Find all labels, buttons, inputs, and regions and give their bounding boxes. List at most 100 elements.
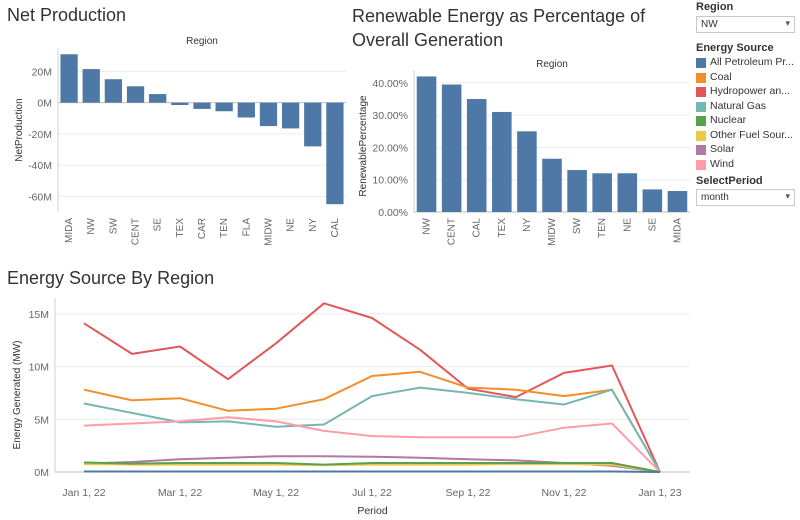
series-line [83,461,661,473]
legend-label: Other Fuel Sour... [710,128,793,141]
chevron-down-icon[interactable]: ▾ [785,18,790,28]
x-tick-label: Jan 1, 22 [62,487,105,499]
legend-label: All Petroleum Pr... [710,56,795,68]
chevron-down-icon[interactable]: ▾ [785,191,790,201]
legend-swatch [696,72,706,83]
period-filter-value: month [701,192,729,203]
bar [193,102,211,109]
bar [416,76,437,212]
x-tick-label: Nov 1, 22 [542,487,587,499]
legend-label: Coal [710,70,732,83]
x-tick-label: MIDA [64,218,75,243]
bar [617,173,638,212]
series-line [83,370,661,473]
x-tick-label: SE [153,218,164,232]
bar [237,102,255,118]
x-tick-label: CAL [472,218,483,238]
renewable-title: Renewable Energy as Percentage of Overal… [352,6,646,50]
legend-swatch [696,58,706,68]
bar [667,191,688,212]
x-tick-label: NW [86,217,97,234]
legend-label: Solar [710,143,735,155]
region-filter-value: NW [701,19,718,30]
legend-swatch [696,145,706,155]
y-tick-label: 0M [37,98,52,110]
x-tick-label: MIDW [547,217,558,245]
bar [215,102,233,112]
x-tick-label: MIDA [672,218,683,243]
bar [642,189,663,212]
x-tick-label: SW [108,217,119,234]
x-tick-label: Sep 1, 22 [446,487,491,499]
y-axis-label: RenewablePercentage [358,95,369,197]
x-tick-label: MIDW [263,217,274,245]
region-filter-label: Region [696,1,734,13]
bar [542,158,562,212]
x-tick-label: Jan 1, 23 [638,487,681,499]
series-line [83,463,661,473]
y-tick-label: 15M [29,309,49,321]
y-tick-label: -20M [28,129,52,141]
x-tick-label: NY [308,218,319,232]
series-line [83,416,661,473]
y-axis-label: Energy Generated (MW) [12,341,23,450]
net-production-chart: Region 20M 0M -20M -40M -60M MIDA NW SW CENT SE TEX… [14,36,346,246]
renewable-header: Region [536,59,568,70]
x-tick-label: SE [647,218,658,232]
legend-swatch [696,101,706,112]
legend-label: Nuclear [710,114,747,126]
bar [104,79,123,103]
y-tick-label: 0M [34,467,49,479]
region-filter-select[interactable]: NW ▾ [696,16,795,33]
x-tick-label: CAL [330,218,341,238]
x-tick-label: NE [622,218,633,232]
series-line [83,302,661,473]
energy-source-legend-label: Energy Source [696,42,774,54]
x-tick-label: NW [422,217,433,234]
y-axis-label: NetProduction [14,98,25,161]
x-tick-label: TEN [219,218,230,238]
bar [281,102,300,129]
legend-label: Natural Gas [710,99,767,112]
x-tick-label: TEX [497,218,508,238]
bar [441,84,462,212]
bar [567,170,587,212]
x-tick-label: CAR [197,218,208,239]
x-axis-label: Period [357,505,388,517]
legend-swatch [696,87,706,97]
x-tick-label: Mar 1, 22 [158,487,203,499]
y-tick-label: 20M [32,66,52,78]
y-tick-label: -60M [28,191,52,203]
legend-swatch [696,116,706,126]
y-tick-label: 0.00% [378,207,408,219]
y-tick-label: 40.00% [372,78,408,90]
x-tick-label: FLA [241,218,252,237]
x-tick-label: NY [522,218,533,232]
y-tick-label: -40M [28,160,52,172]
y-tick-label: 20.00% [372,142,408,154]
energy-source-title: Energy Source By Region [7,268,215,288]
y-tick-label: 10.00% [372,175,408,187]
bar [592,173,612,212]
x-tick-label: May 1, 22 [253,487,299,499]
bar [517,131,537,212]
bar [466,99,487,212]
bar [82,69,100,103]
net-production-title: Net Production [7,5,127,25]
bar [326,102,344,205]
renewable-chart: Region 0.00% 10.00% 20.00% 30.00% 40.00% NW CEN… [358,59,690,246]
period-filter-label: SelectPeriod [696,175,763,187]
legend-swatch [696,130,706,141]
bar [304,102,322,147]
x-tick-label: CENT [131,218,142,245]
legend-label: Hydropower an... [710,85,790,97]
bar [126,86,145,103]
period-filter-select[interactable]: month ▾ [696,189,795,206]
legend-swatch [696,159,706,170]
bar [259,102,278,127]
y-tick-label: 10M [29,362,49,374]
x-tick-label: CENT [447,218,458,245]
y-tick-label: 30.00% [372,110,408,122]
x-tick-label: SW [572,217,583,234]
